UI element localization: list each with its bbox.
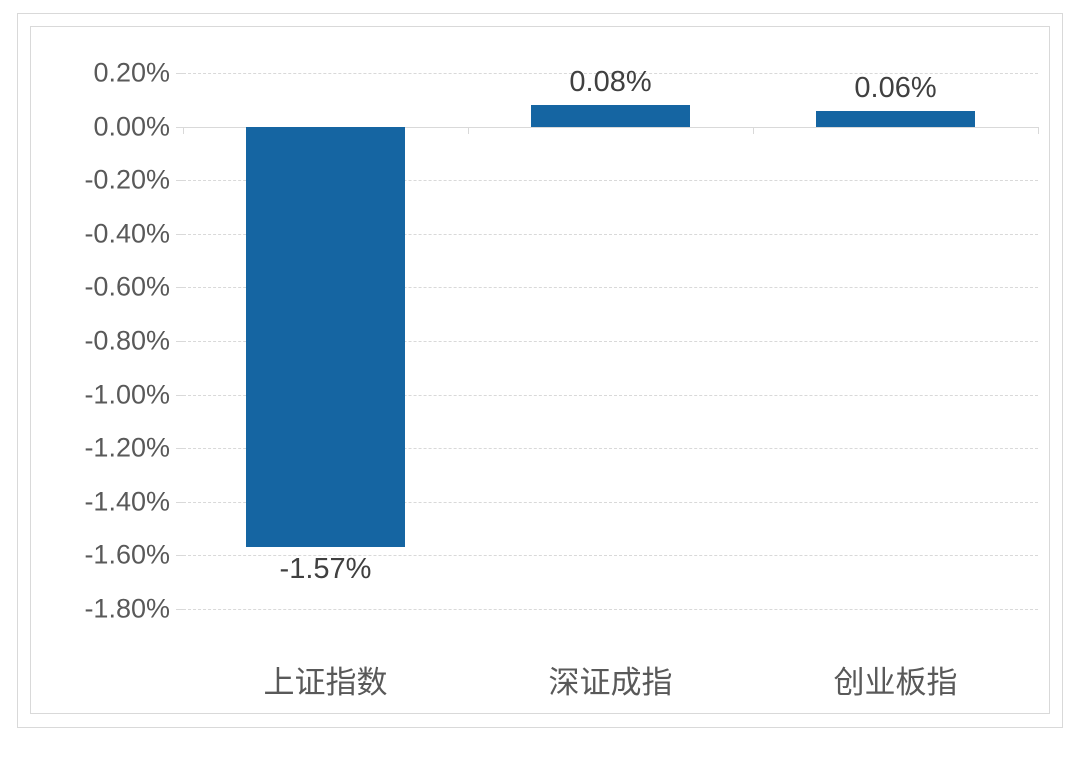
x-axis-category-label: 深证成指 <box>549 657 673 702</box>
y-axis-tick-label: -1.00% <box>0 379 170 410</box>
y-axis-tick-mark <box>176 395 183 396</box>
x-axis-category-label: 上证指数 <box>264 657 388 702</box>
plot-area <box>183 73 1038 609</box>
bar-data-label: -1.57% <box>280 553 372 586</box>
y-axis-tick-mark <box>176 341 183 342</box>
y-axis-tick-label: -0.20% <box>0 165 170 196</box>
y-axis-tick-mark <box>176 73 183 74</box>
y-axis-tick-label: -1.40% <box>0 486 170 517</box>
y-axis-tick-mark <box>176 448 183 449</box>
y-axis-tick-mark <box>176 555 183 556</box>
y-axis-tick-label: -1.20% <box>0 433 170 464</box>
bar-data-label: 0.08% <box>569 66 651 99</box>
y-axis-tick-label: -0.40% <box>0 218 170 249</box>
y-axis-tick-mark <box>176 180 183 181</box>
y-axis-tick-label: -0.80% <box>0 326 170 357</box>
x-axis-category-label: 创业板指 <box>834 657 958 702</box>
x-axis-tick-mark <box>468 127 469 134</box>
x-axis-tick-mark <box>753 127 754 134</box>
x-axis-tick-mark <box>1038 127 1039 134</box>
y-axis-tick-label: -1.80% <box>0 594 170 625</box>
y-axis-tick-mark <box>176 127 183 128</box>
bar <box>246 127 406 548</box>
bar-data-label: 0.06% <box>854 72 936 105</box>
bar <box>531 105 691 126</box>
y-axis-tick-mark <box>176 287 183 288</box>
x-axis-tick-mark <box>183 127 184 134</box>
y-axis-tick-mark <box>176 234 183 235</box>
y-axis-tick-label: 0.00% <box>0 111 170 142</box>
y-axis-tick-label: -0.60% <box>0 272 170 303</box>
y-axis-tick-mark <box>176 609 183 610</box>
y-axis-tick-label: 0.20% <box>0 58 170 89</box>
gridline <box>183 609 1038 610</box>
y-axis-tick-mark <box>176 502 183 503</box>
y-axis-tick-label: -1.60% <box>0 540 170 571</box>
bar <box>816 111 976 127</box>
